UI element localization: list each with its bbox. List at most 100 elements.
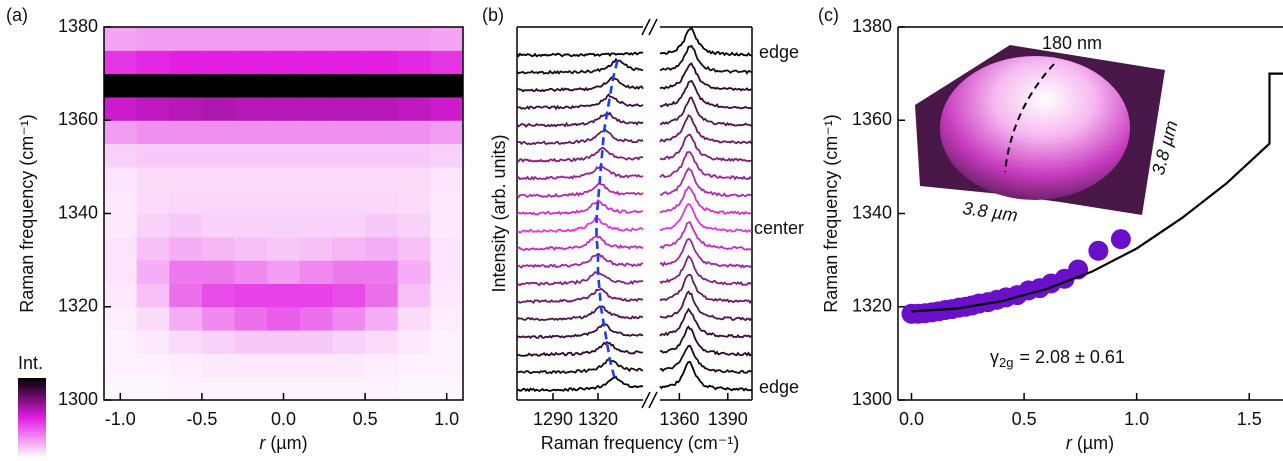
spectrum	[516, 344, 752, 375]
heat-cell	[201, 353, 236, 378]
heat-cell	[430, 120, 464, 145]
heat-cell	[267, 330, 301, 354]
heat-cell	[234, 27, 268, 51]
heat-cell	[332, 27, 366, 51]
heat-cell	[299, 376, 333, 401]
heat-cell	[169, 376, 203, 401]
heat-cell	[169, 236, 203, 261]
heat-cell	[430, 306, 464, 331]
heat-cell	[332, 260, 366, 284]
heat-cell	[397, 143, 431, 168]
heat-cell	[430, 330, 464, 354]
axis-break	[641, 18, 651, 36]
heat-cell	[332, 283, 366, 308]
heat-cell	[234, 260, 268, 284]
spectrum	[516, 221, 752, 251]
heat-cell	[397, 236, 431, 261]
heat-cell	[104, 213, 138, 238]
x-tick-label: 1360	[659, 409, 699, 429]
heat-cell	[136, 236, 170, 261]
heat-cell	[267, 260, 301, 284]
heat-cell	[169, 166, 203, 191]
colorbar-label: Int.	[18, 353, 43, 373]
heat-cell	[136, 376, 170, 401]
heat-cell	[234, 96, 268, 121]
heat-cell	[104, 306, 138, 331]
heat-cell	[169, 143, 203, 168]
heat-cell	[169, 283, 203, 308]
heat-cell	[397, 376, 431, 401]
x-axis-label: r (µm)	[259, 433, 307, 453]
heat-cell	[430, 50, 464, 75]
heat-cell	[136, 96, 170, 121]
heat-cell	[169, 330, 203, 354]
heat-cell	[104, 143, 138, 168]
axis-unit: (µm)	[1077, 433, 1114, 453]
heat-cell	[397, 306, 431, 331]
y-tick-label: 1320	[852, 296, 892, 316]
heat-cell	[332, 120, 366, 145]
heat-cell	[299, 330, 333, 354]
data-point	[1088, 240, 1109, 261]
axis-variable: r	[1066, 433, 1073, 453]
y-tick-label: 1360	[58, 109, 98, 129]
heat-cell	[430, 353, 464, 378]
heat-cell	[430, 283, 464, 308]
spectrum	[516, 166, 752, 199]
heat-cell	[234, 236, 268, 261]
inset-width-label: 3.8 µm	[961, 198, 1019, 226]
annotation: γ2g = 2.08 ± 0.61	[990, 347, 1125, 371]
heat-cell	[430, 376, 464, 401]
heat-cell	[365, 236, 399, 261]
heat-cell	[169, 96, 203, 121]
heat-cell	[332, 166, 366, 191]
axis-break	[648, 18, 658, 36]
heat-cell	[234, 190, 268, 214]
heat-cell	[136, 283, 170, 308]
heat-cell	[299, 143, 333, 168]
spectrum	[516, 307, 752, 340]
heat-cell	[201, 236, 236, 261]
heat-cell	[365, 330, 399, 354]
panel-label: (c)	[818, 5, 839, 25]
spectrum	[516, 96, 752, 128]
y-tick-label: 1300	[852, 389, 892, 409]
heat-cell	[169, 306, 203, 331]
spectrum	[516, 325, 753, 357]
fit-curve	[911, 72, 1283, 313]
heat-cell	[365, 50, 399, 75]
heat-cell	[234, 143, 268, 168]
heat-cell	[365, 73, 399, 98]
heat-cell	[267, 236, 301, 261]
heat-cell	[365, 96, 399, 121]
heat-cell	[397, 166, 431, 191]
heat-cell	[299, 306, 333, 331]
heat-cell	[299, 353, 333, 378]
heat-cell	[267, 73, 301, 98]
heat-cell	[332, 353, 366, 378]
heat-cell	[136, 213, 170, 238]
heat-cell	[267, 283, 301, 308]
x-tick-label: 1.0	[434, 409, 459, 429]
heat-cell	[430, 260, 464, 284]
heat-cell	[104, 330, 138, 354]
heat-cell	[136, 330, 170, 354]
heat-cell	[365, 166, 399, 191]
spectrum	[516, 113, 753, 146]
inset-dome	[940, 56, 1130, 200]
heat-cell	[430, 166, 464, 191]
heat-cell	[267, 353, 301, 378]
data-point	[1110, 229, 1131, 250]
x-tick-label: 1320	[578, 409, 618, 429]
heat-cell	[234, 213, 268, 238]
heat-cell	[299, 96, 333, 121]
heat-cell	[201, 50, 236, 75]
heat-cell	[136, 353, 170, 378]
inset-surface	[915, 45, 1165, 215]
heat-cell	[430, 73, 464, 98]
spectrum	[516, 273, 753, 305]
x-tick-label: 0.0	[899, 409, 924, 429]
heat-cell	[332, 50, 366, 75]
heat-cell	[397, 120, 431, 145]
